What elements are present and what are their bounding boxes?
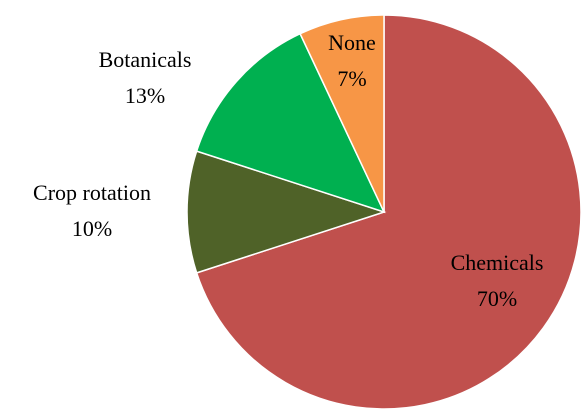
pie-slice	[195, 14, 581, 410]
slice-value-label: 13%	[125, 83, 165, 108]
slice-label: Chemicals	[451, 250, 544, 275]
slice-value-label: 70%	[477, 286, 517, 311]
pie-slice	[186, 150, 387, 274]
slice-label: None	[328, 30, 376, 55]
pie-slice	[195, 32, 386, 214]
slice-value-label: 10%	[72, 216, 112, 241]
pie-slice	[299, 14, 385, 213]
slice-label: Crop rotation	[33, 180, 151, 205]
slice-value-label: 7%	[337, 66, 366, 91]
slice-label: Botanicals	[99, 47, 192, 72]
